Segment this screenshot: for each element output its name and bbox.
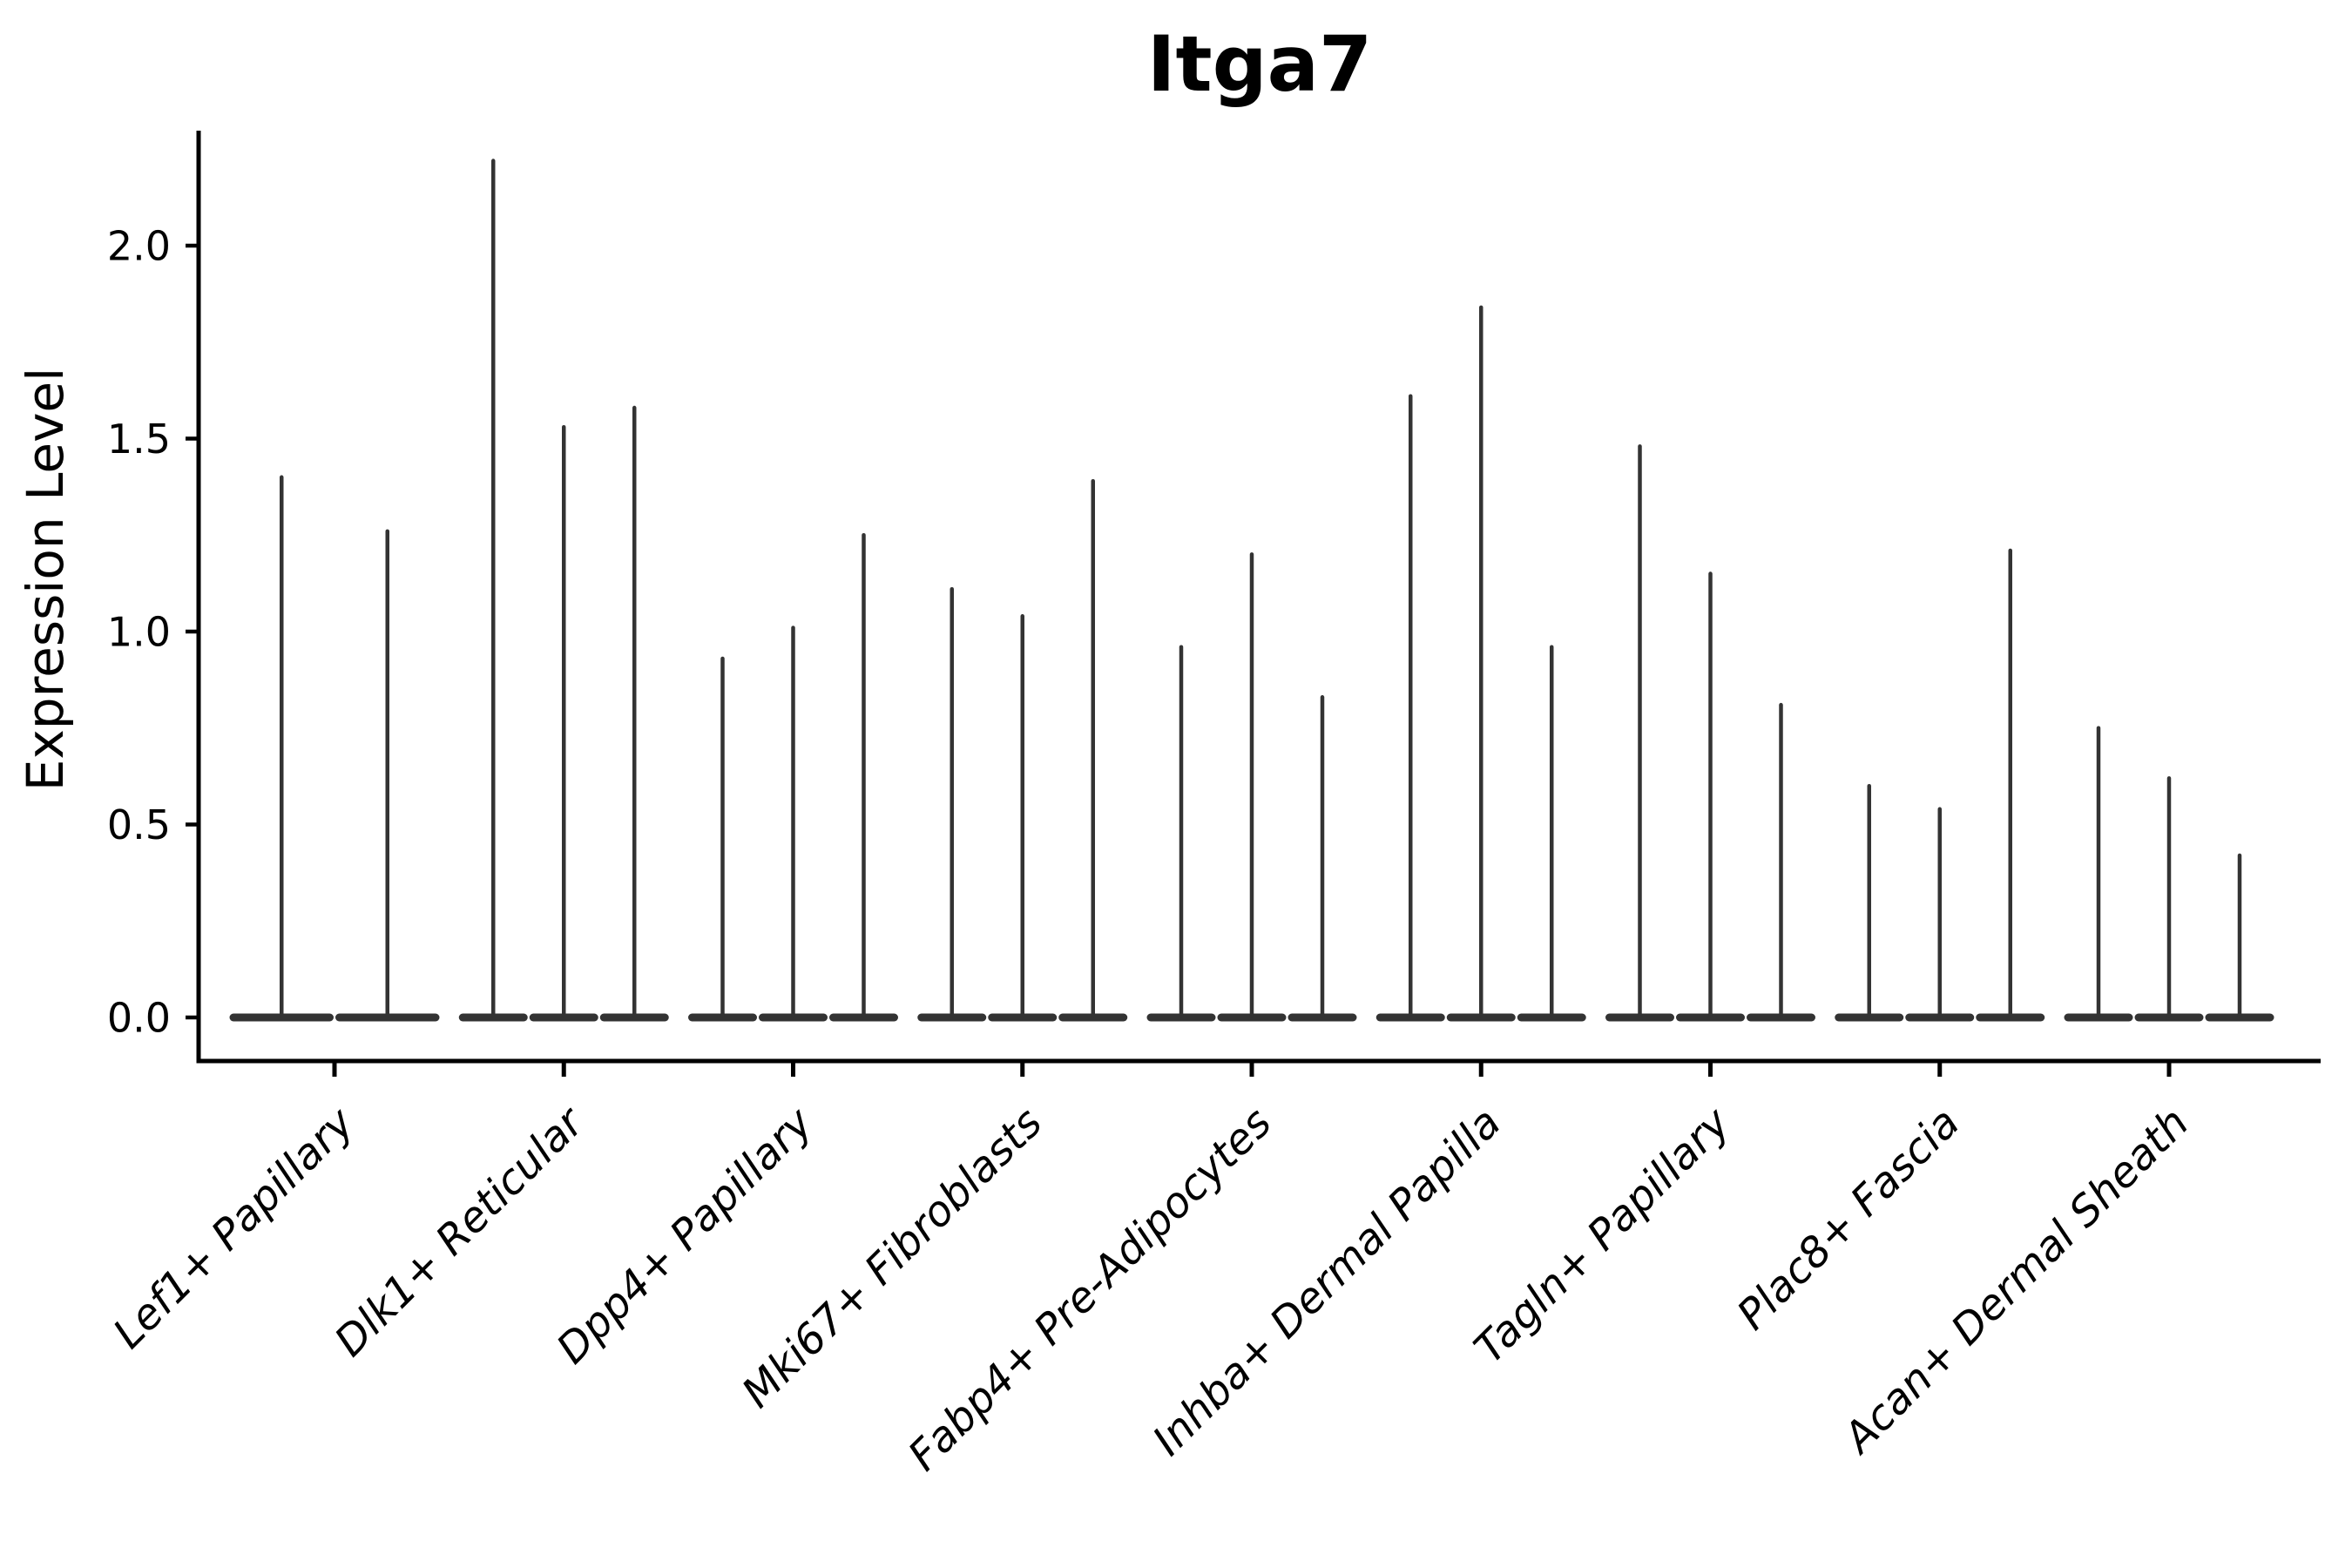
axis-layer: [186, 131, 2321, 1077]
x-tick-label: Fabp4+ Pre-Adipocytes: [899, 1098, 1281, 1481]
x-tick-label: Plac8+ Fascia: [1728, 1098, 1970, 1340]
y-tick-label: 1.5: [107, 416, 171, 463]
y-tick-label: 1.0: [107, 609, 171, 656]
x-tick-label: Dlk1+ Reticular: [326, 1097, 596, 1367]
y-tick-label: 0.5: [107, 801, 171, 848]
x-tick-label: Dpp4+ Papillary: [547, 1098, 822, 1373]
violin-layer: [229, 159, 2274, 1022]
y-tick-label: 0.0: [107, 995, 171, 1042]
x-tick-label: Lef1+ Papillary: [104, 1098, 364, 1358]
x-tick-label: Tagln+ Papillary: [1465, 1098, 1740, 1373]
plot-title: Itga7: [1146, 19, 1373, 109]
y-tick-label: 2.0: [107, 223, 171, 270]
